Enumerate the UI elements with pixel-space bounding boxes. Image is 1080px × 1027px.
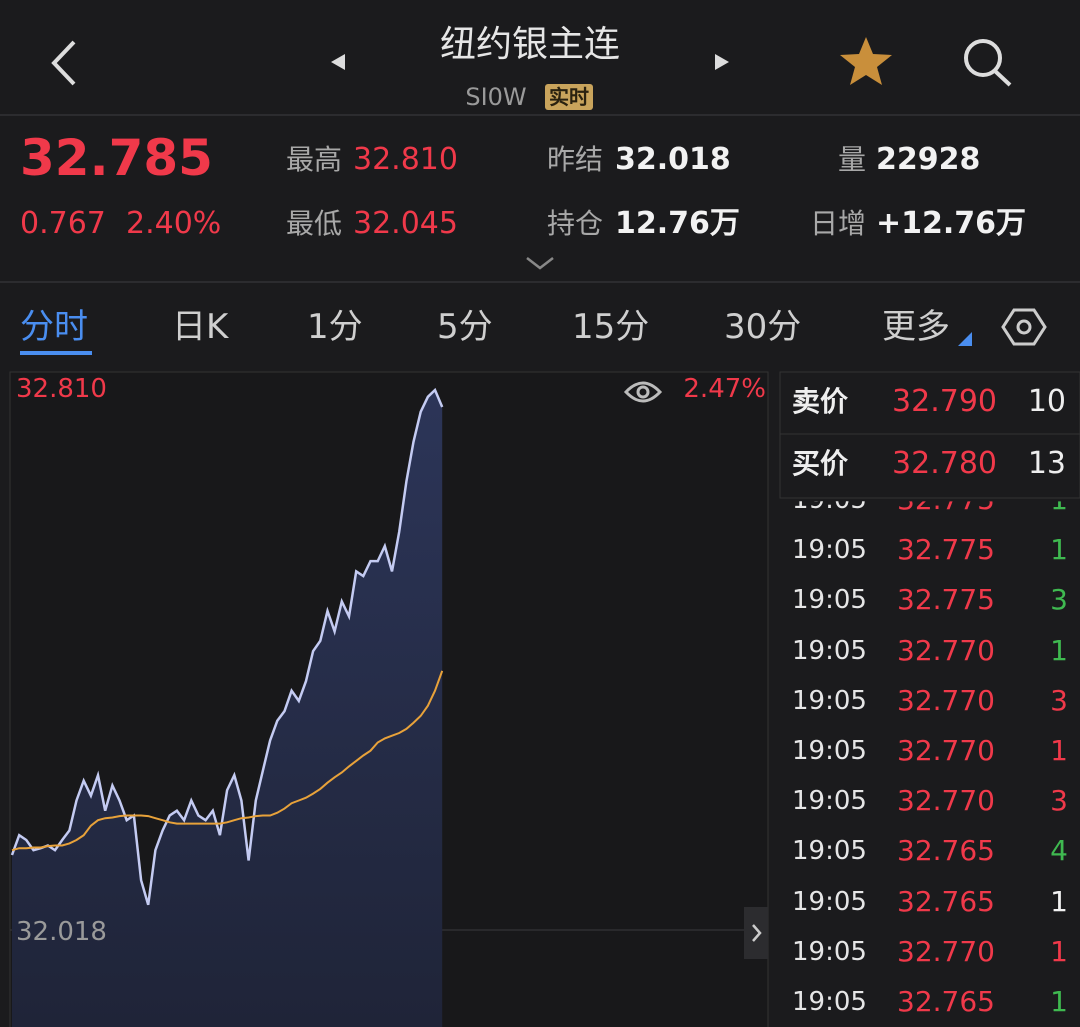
trade-time: 19:05 [792, 635, 867, 666]
intraday-chart [10, 387, 768, 1027]
trade-volume: 1 [1050, 985, 1068, 1018]
tab[interactable]: 15分 [572, 307, 650, 347]
trade-time: 19:05 [792, 685, 867, 716]
order-label: 卖价 [792, 385, 849, 418]
price-line [10, 387, 444, 906]
trade-volume: 1 [1050, 734, 1068, 767]
tab[interactable]: 分时 [20, 307, 88, 347]
stat-label: 日增 [810, 207, 867, 240]
stat-label: 最低 [286, 207, 343, 240]
trade-volume: 3 [1050, 784, 1068, 818]
more-indicator [958, 332, 972, 346]
trade-price: 32.770 [897, 633, 995, 667]
trade-time: 19:05 [792, 836, 867, 867]
tab[interactable]: 更多 [882, 307, 950, 347]
average-line [11, 670, 444, 852]
trade-time: 19:05 [792, 786, 867, 817]
trade-time: 19:05 [792, 485, 867, 515]
trade-volume: 4 [1050, 834, 1068, 868]
order-label: 买价 [792, 447, 849, 480]
stat-label: 持仓 [547, 207, 604, 240]
change-percent: 2.40% [126, 206, 222, 241]
change: 0.767 [20, 206, 106, 241]
trade-price: 32.770 [897, 934, 995, 968]
trade-price: 32.770 [897, 784, 995, 818]
tab[interactable]: 1分 [307, 307, 363, 347]
stat-value: 22928 [876, 142, 981, 177]
trade-price: 32.775 [897, 533, 995, 567]
order-price: 32.790 [892, 384, 997, 419]
favorite-star[interactable] [840, 37, 892, 85]
trade-volume: 1 [1050, 884, 1068, 918]
trade-price: 32.765 [897, 834, 995, 868]
contract-code: SI0W [465, 83, 527, 111]
order-volume: 13 [1027, 446, 1066, 481]
stat-value: 32.810 [353, 142, 458, 177]
stat-label: 昨结 [547, 143, 604, 176]
next-button[interactable] [715, 54, 729, 70]
y2-tick-label: 2.47% [683, 374, 766, 404]
back-button[interactable] [51, 40, 76, 86]
settings-button[interactable] [1001, 308, 1047, 346]
trade-price: 32.765 [897, 985, 995, 1018]
trade-volume: 1 [1050, 483, 1068, 516]
trade-price: 32.770 [897, 683, 995, 717]
trade-price: 32.770 [897, 734, 995, 767]
trade-time: 19:05 [792, 736, 867, 766]
trade-time: 19:05 [792, 585, 867, 616]
order-volume: 10 [1027, 384, 1066, 419]
stat-value: 12.76万 [615, 206, 740, 241]
stat-value: 32.018 [615, 142, 731, 177]
trade-volume: 1 [1050, 934, 1068, 968]
prev-button[interactable] [331, 54, 345, 70]
expand-arrow [752, 924, 762, 942]
last-price: 32.785 [20, 129, 213, 187]
expand-tab[interactable] [744, 907, 768, 959]
trade-time: 19:05 [792, 886, 867, 917]
trade-time: 19:05 [792, 936, 867, 967]
trade-volume: 1 [1050, 533, 1068, 567]
tab[interactable]: 30分 [724, 307, 802, 347]
trade-volume: 3 [1050, 683, 1068, 717]
price-area [12, 390, 443, 1027]
search-button[interactable] [964, 39, 1012, 87]
trade-volume: 1 [1050, 633, 1068, 667]
title: 纽约银主连 [439, 24, 621, 65]
realtime-tag: 实时 [545, 84, 593, 110]
y-tick-label: 32.810 [16, 374, 107, 404]
stat-label: 量 [838, 143, 867, 176]
trade-price: 32.775 [897, 483, 995, 516]
trade-volume: 3 [1050, 583, 1068, 617]
trade-time: 19:05 [792, 987, 867, 1017]
expand-button[interactable] [526, 257, 554, 270]
trade-price: 32.775 [897, 583, 995, 617]
stat-label: 最高 [286, 143, 343, 176]
order-book-panel [779, 371, 1080, 499]
stat-value: +12.76万 [876, 206, 1027, 241]
stat-value: 32.045 [353, 206, 458, 241]
trade-time: 19:05 [792, 535, 867, 566]
tab[interactable]: 日K [172, 307, 229, 347]
y-tick-label: 32.018 [16, 917, 107, 947]
visibility-toggle[interactable] [623, 381, 663, 403]
tab[interactable]: 5分 [437, 307, 493, 347]
trade-price: 32.765 [897, 884, 995, 918]
order-price: 32.780 [892, 446, 997, 481]
